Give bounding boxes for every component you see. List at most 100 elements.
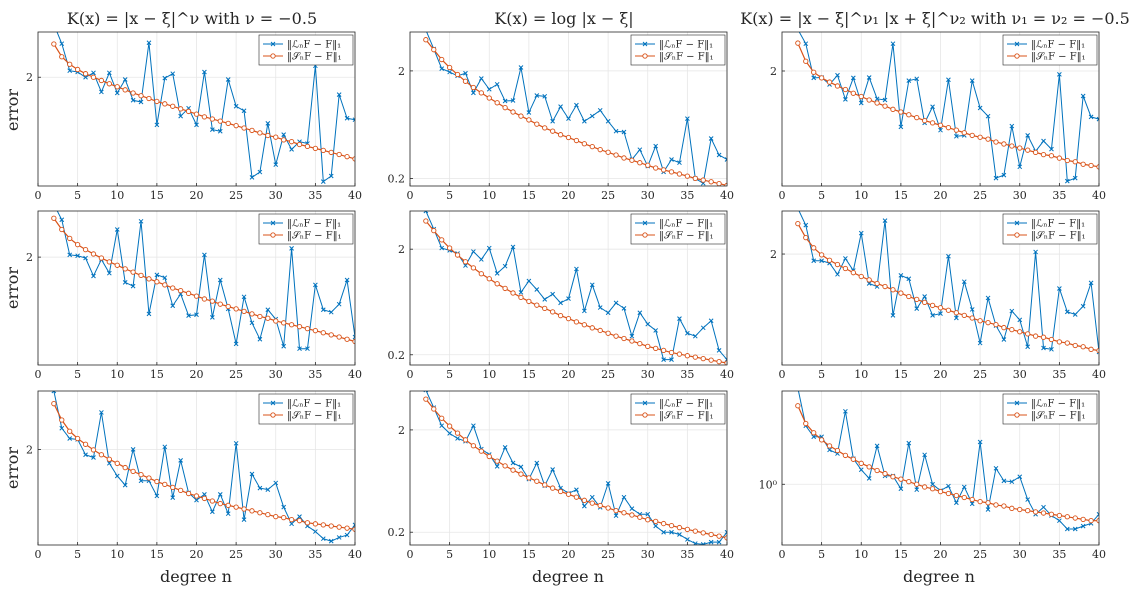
- data-point-x: [455, 436, 460, 441]
- data-point-o: [344, 525, 350, 531]
- data-point-o: [90, 74, 97, 80]
- data-point-o: [557, 312, 564, 319]
- data-point-x: [605, 118, 611, 124]
- data-point-x: [1041, 504, 1046, 510]
- data-point-x: [1096, 511, 1099, 517]
- x-tick-label: 35: [680, 548, 694, 561]
- data-point-x: [669, 529, 674, 535]
- data-point-o: [676, 524, 683, 531]
- data-point-x: [946, 77, 951, 83]
- data-point-x: [297, 514, 302, 519]
- data-point-o: [486, 95, 492, 101]
- data-point-o: [1080, 161, 1086, 167]
- legend: ‖ℒₙF − F‖₁‖𝒮ₙF − F‖₁: [630, 213, 726, 245]
- data-point-o: [1040, 151, 1047, 158]
- data-point-o: [146, 95, 152, 102]
- data-point-o: [684, 526, 691, 533]
- legend-entry: ‖𝒮ₙF − F‖₁: [659, 52, 714, 63]
- data-point-x: [146, 311, 152, 317]
- data-point-o: [502, 463, 508, 469]
- data-point-x: [99, 89, 104, 95]
- data-point-x: [946, 253, 951, 259]
- data-point-o: [328, 523, 334, 529]
- legend: ‖ℒₙF − F‖₁‖𝒮ₙF − F‖₁: [258, 213, 354, 245]
- data-point-o: [637, 160, 643, 166]
- data-point-o: [653, 345, 659, 352]
- data-point-x: [91, 273, 96, 279]
- data-point-x: [898, 124, 904, 130]
- data-point-o: [1080, 516, 1086, 523]
- legend-box: [258, 34, 354, 66]
- data-point-x: [621, 494, 627, 500]
- data-point-o: [241, 125, 247, 131]
- legend: ‖ℒₙF − F‖₁‖𝒮ₙF − F‖₁: [630, 34, 726, 66]
- x-tick-label: 30: [1013, 548, 1027, 561]
- ylabel-row-3: error: [3, 447, 22, 489]
- data-point-x: [677, 160, 682, 166]
- legend-entry: ‖ℒₙF − F‖₁: [659, 219, 713, 230]
- data-point-o: [676, 171, 683, 177]
- data-point-o: [993, 139, 999, 145]
- data-point-o: [431, 47, 437, 53]
- legend-entry: ‖𝒮ₙF − F‖₁: [287, 52, 342, 63]
- data-point-x: [1033, 249, 1038, 255]
- data-point-o: [597, 502, 603, 509]
- data-point-o: [51, 215, 57, 221]
- data-point-x: [1001, 337, 1007, 342]
- data-point-x: [447, 69, 452, 75]
- data-point-x: [866, 75, 872, 80]
- data-point-x: [478, 76, 484, 81]
- data-point-o: [534, 121, 540, 127]
- x-tick-label: 30: [641, 189, 655, 202]
- data-point-x: [803, 222, 809, 228]
- data-point-o: [209, 498, 216, 504]
- legend-entry: ‖ℒₙF − F‖₁: [287, 219, 341, 230]
- data-point-o: [431, 406, 437, 412]
- y-axis-labels: error error error: [3, 89, 22, 489]
- data-point-o: [708, 179, 714, 185]
- data-point-x: [605, 481, 611, 486]
- data-point-o: [937, 305, 944, 311]
- axes-box: [781, 390, 1100, 546]
- x-tick-label: 35: [1052, 548, 1066, 561]
- data-point-x: [194, 497, 199, 503]
- data-point-x: [225, 77, 231, 82]
- data-point-x: [1088, 280, 1094, 286]
- data-point-x: [708, 539, 714, 545]
- data-point-o: [890, 474, 896, 480]
- data-point-x: [914, 487, 920, 493]
- data-point-o: [605, 330, 611, 336]
- x-tick-label: 10: [110, 368, 124, 381]
- data-point-x: [1072, 175, 1078, 181]
- data-point-o: [818, 437, 825, 443]
- y-tick-label: 2: [770, 65, 777, 78]
- data-point-x: [835, 271, 840, 277]
- column-titles: K(x) = |x − ξ|^ν with ν = −0.5 K(x) = lo…: [67, 9, 1130, 28]
- data-point-o: [439, 237, 445, 243]
- data-point-x: [416, 18, 420, 22]
- data-point-x: [439, 66, 445, 71]
- data-point-x: [273, 480, 279, 486]
- data-point-o: [138, 272, 144, 279]
- data-point-x: [1001, 172, 1007, 178]
- data-point-o: [945, 307, 952, 313]
- data-point-x: [969, 307, 975, 312]
- data-point-x: [542, 296, 548, 302]
- data-point-x: [938, 127, 943, 133]
- panel-row3-col2: 0 5 10 15 20 25 30 35 40 0.2 2 ‖ℒₙF − F‖₁‖𝒮ₙF − F‖₁: [388, 390, 734, 561]
- data-point-x: [352, 117, 355, 123]
- data-point-o: [803, 235, 809, 241]
- data-point-o: [716, 533, 722, 539]
- data-point-x: [550, 118, 556, 124]
- data-point-x: [328, 173, 334, 179]
- data-point-o: [937, 488, 944, 495]
- data-point-o: [249, 311, 255, 317]
- panel-row2-col1: 0 5 10 15 20 25 30 35 40 2 ‖ℒₙF − F‖₁‖𝒮ₙF − F‖₁: [26, 210, 362, 381]
- data-point-x: [257, 336, 263, 342]
- data-point-o: [890, 287, 896, 293]
- data-point-o: [494, 281, 500, 287]
- data-point-x: [685, 330, 690, 336]
- data-point-x: [637, 310, 643, 316]
- data-point-o: [866, 464, 872, 470]
- data-point-o: [59, 226, 65, 233]
